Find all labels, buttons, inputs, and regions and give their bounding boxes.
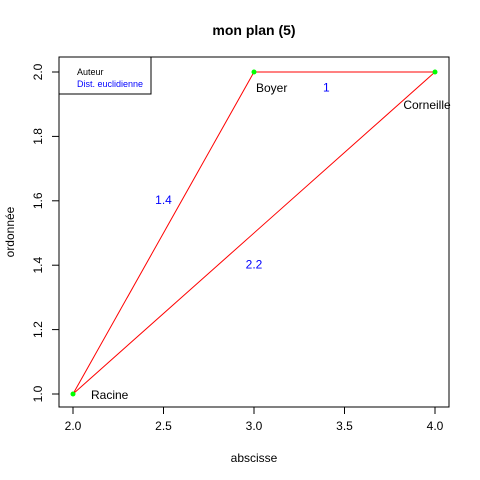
x-tick-label: 3.5 xyxy=(336,419,353,433)
x-tick-label: 3.0 xyxy=(246,419,263,433)
legend-entry-dist: Dist. euclidienne xyxy=(77,79,143,89)
segment-racine-boyer xyxy=(72,71,255,395)
y-tick-label: 2.0 xyxy=(31,63,45,80)
x-axis-label: abscisse xyxy=(231,451,278,465)
x-tick-label: 2.5 xyxy=(155,419,172,433)
y-axis: 1.0 1.2 1.4 1.6 1.8 2.0 xyxy=(31,63,60,402)
y-tick-label: 1.2 xyxy=(31,321,45,338)
point-label-corneille: Corneille xyxy=(403,98,451,112)
y-tick-label: 1.4 xyxy=(31,257,45,274)
x-tick-label: 2.0 xyxy=(65,419,82,433)
legend-entry-auteur: Auteur xyxy=(77,67,104,77)
distance-label: 1.4 xyxy=(155,193,172,207)
point-racine xyxy=(70,391,76,397)
segment-racine-corneille xyxy=(72,71,436,395)
legend-box xyxy=(58,56,152,95)
y-tick-label: 1.6 xyxy=(31,192,45,209)
point-label-racine: Racine xyxy=(91,388,129,402)
y-axis-label: ordonnée xyxy=(3,206,17,257)
distance-label: 2.2 xyxy=(246,257,263,271)
distance-label: 1 xyxy=(323,80,330,94)
point-boyer xyxy=(251,69,257,75)
x-axis: 2.0 2.5 3.0 3.5 4.0 xyxy=(65,406,444,433)
points xyxy=(70,69,438,397)
point-label-boyer: Boyer xyxy=(256,81,287,95)
point-corneille xyxy=(432,69,438,75)
x-tick-label: 4.0 xyxy=(427,419,444,433)
point-labels: Racine Boyer Corneille xyxy=(91,81,451,402)
segments xyxy=(72,71,436,395)
y-tick-label: 1.8 xyxy=(31,128,45,145)
chart-title: mon plan (5) xyxy=(212,22,295,38)
distance-labels: 1.4 1 2.2 xyxy=(155,80,330,271)
y-tick-label: 1.0 xyxy=(31,385,45,402)
legend: Auteur Dist. euclidienne xyxy=(58,56,152,95)
